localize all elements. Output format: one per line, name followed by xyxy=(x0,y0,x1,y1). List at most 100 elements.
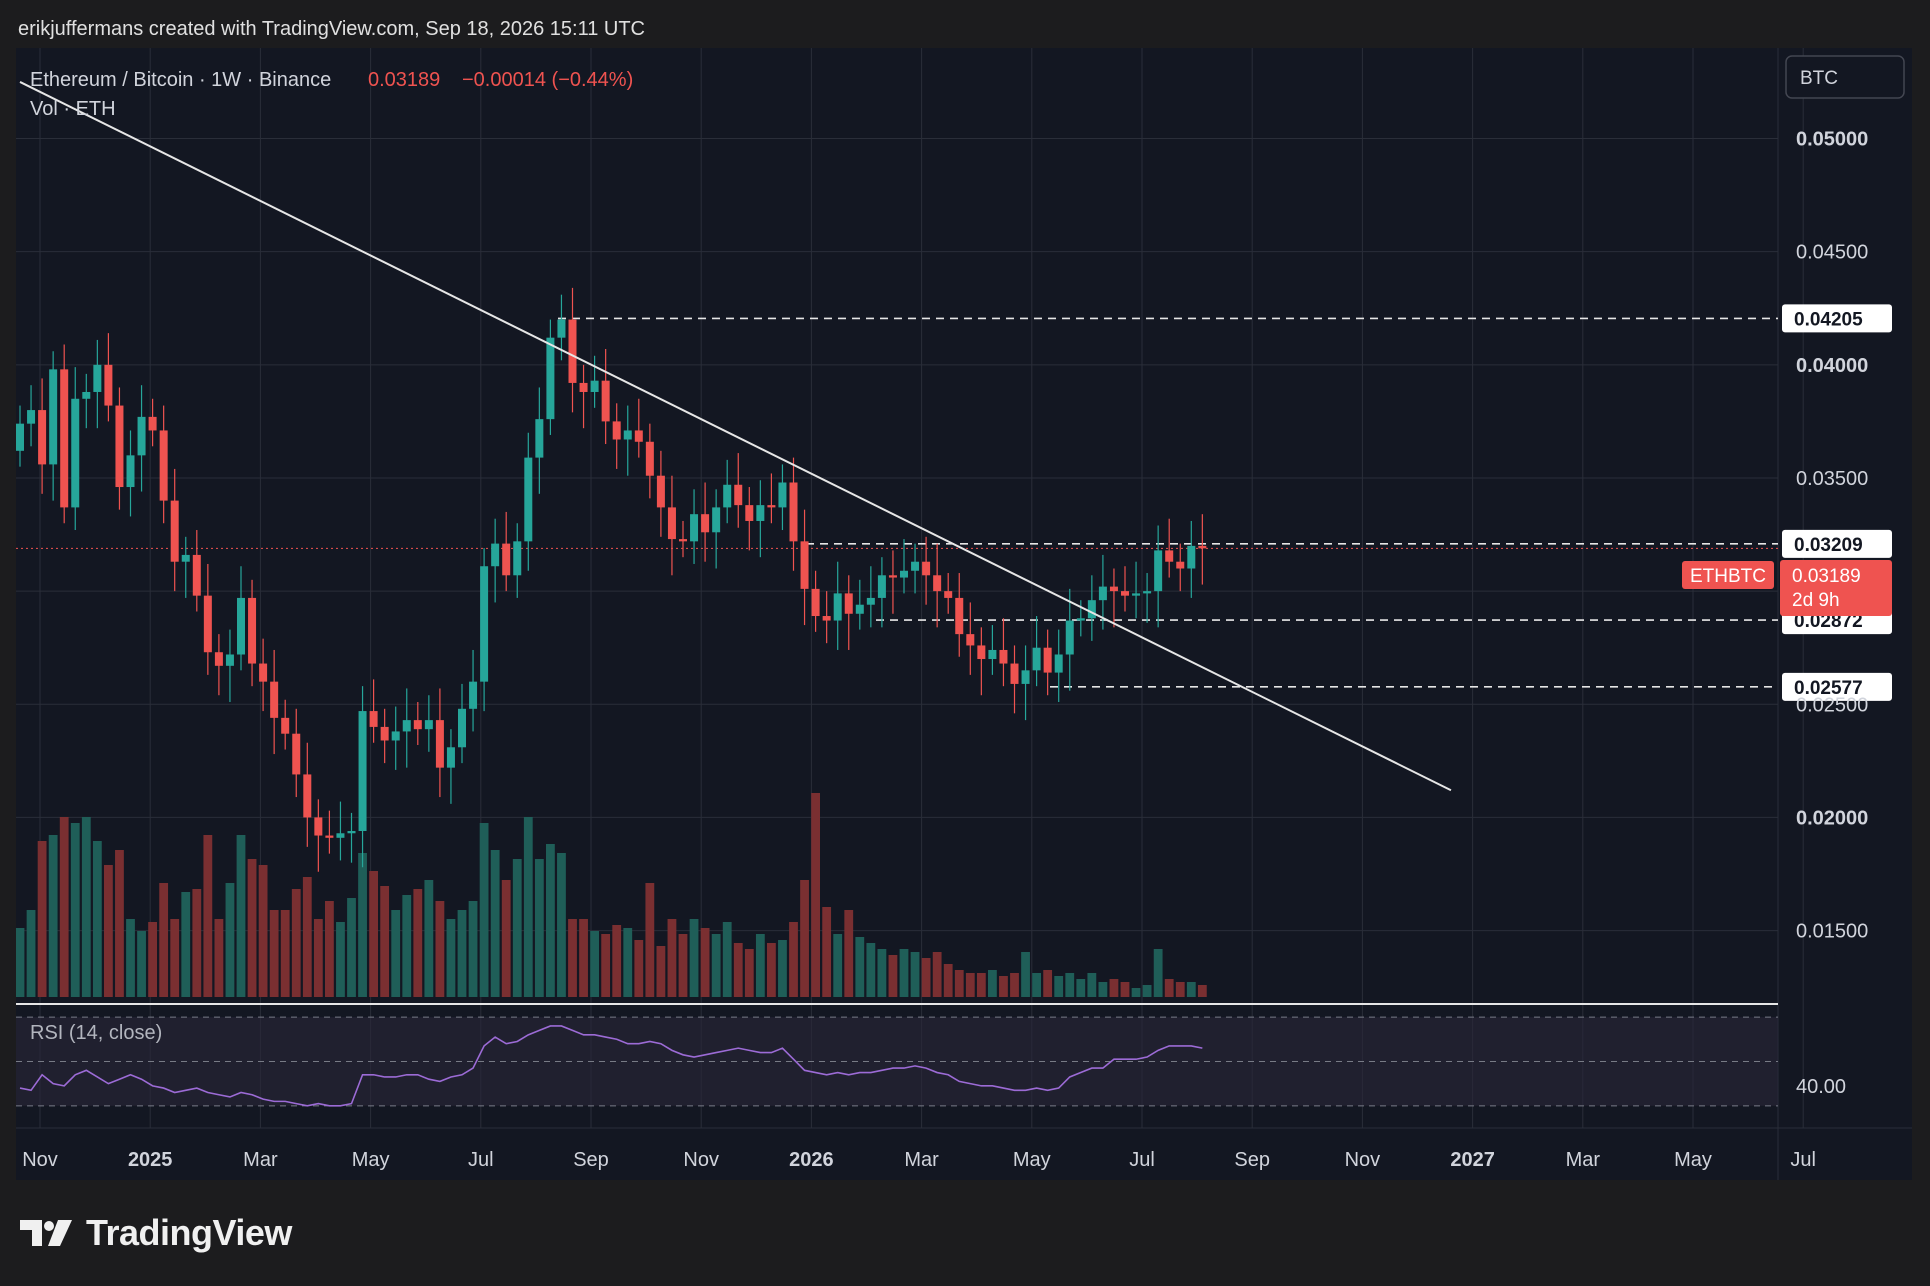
candle-body xyxy=(911,561,920,571)
candle-body xyxy=(546,337,555,420)
volume-bar xyxy=(247,859,257,997)
volume-bar xyxy=(965,973,975,997)
level-label: 0.04205 xyxy=(1794,309,1863,330)
candle-body xyxy=(192,554,201,596)
candle-body xyxy=(1198,545,1207,549)
time-axis[interactable]: Nov 2025 Mar May Jul Sep Nov 2026 Mar May Jul Sep No… xyxy=(22,1149,1816,1171)
volume-bar xyxy=(192,889,202,997)
volume-bar xyxy=(988,970,997,997)
volume-bar xyxy=(424,880,434,997)
volume-bar xyxy=(512,859,522,997)
volume-bar xyxy=(1109,979,1119,997)
volume-bar xyxy=(910,952,920,997)
candle-body xyxy=(270,681,279,718)
time-axis-tick: Jul xyxy=(1129,1149,1155,1171)
candle-body xyxy=(634,430,643,442)
legend-symbol: Ethereum / Bitcoin · 1W · Binance xyxy=(30,69,331,91)
tradingview-logo-text: TradingView xyxy=(86,1212,292,1253)
last-price-value: 0.03189 xyxy=(1792,566,1861,587)
candle-body xyxy=(424,720,433,730)
volume-bar xyxy=(546,844,555,997)
volume-bar xyxy=(225,883,235,997)
volume-bar xyxy=(534,859,544,997)
candle-body xyxy=(690,514,699,542)
candle-body xyxy=(1176,561,1185,569)
volume-bar xyxy=(557,853,566,997)
candle-body xyxy=(900,570,908,578)
volume-bar xyxy=(678,934,688,997)
volume-bar xyxy=(1087,973,1097,997)
bar-countdown: 2d 9h xyxy=(1792,590,1840,611)
volume-bar xyxy=(999,976,1008,997)
volume-bar xyxy=(568,919,577,997)
volume-bar xyxy=(932,952,942,997)
volume-bar xyxy=(1142,985,1152,997)
candle-body xyxy=(568,319,577,383)
candle-body xyxy=(1098,586,1107,601)
candle-body xyxy=(679,539,687,542)
volume-bar xyxy=(744,949,754,997)
volume-bar xyxy=(1186,982,1196,997)
volume-bar xyxy=(833,934,843,997)
ticker-label: ETHBTC 0.03189 2d 9h xyxy=(1682,560,1892,616)
volume-bar xyxy=(203,835,213,997)
time-axis-tick: Sep xyxy=(573,1149,609,1171)
volume-bar xyxy=(501,880,511,997)
volume-bar xyxy=(214,919,224,997)
trendline[interactable] xyxy=(19,81,1452,792)
volume-bar xyxy=(358,853,367,997)
volume-bar xyxy=(523,817,533,997)
volume-bar xyxy=(336,922,345,997)
volume-bar xyxy=(689,919,699,997)
level-label: 0.02577 xyxy=(1794,678,1863,699)
tradingview-logo[interactable]: TradingView xyxy=(20,1212,292,1254)
volume-bar xyxy=(92,841,102,997)
candle-body xyxy=(977,645,986,660)
volume-bar xyxy=(822,907,832,997)
price-chart[interactable]: 0.04205 0.03209 0.02872 0.02577 0.05000 0.04… xyxy=(15,48,1912,1180)
price-axis-tick: 0.02000 xyxy=(1796,807,1868,829)
volume-bar xyxy=(733,943,743,997)
volume-bar xyxy=(623,928,633,997)
time-axis-tick: 2027 xyxy=(1450,1149,1495,1171)
level-badge xyxy=(1782,672,1892,701)
candle-body xyxy=(944,591,953,598)
candle-body xyxy=(1143,591,1152,594)
volume-bar xyxy=(667,919,677,997)
currency-button[interactable] xyxy=(1785,55,1905,99)
candle-body xyxy=(656,475,665,508)
candle-body xyxy=(612,421,621,440)
price-axis-tick: 0.05000 xyxy=(1796,129,1868,151)
candle-body xyxy=(1065,620,1074,655)
candle-body xyxy=(413,720,422,730)
candle-body xyxy=(723,484,732,508)
candle-body xyxy=(237,597,245,655)
candle-body xyxy=(811,588,820,617)
volume-bar xyxy=(778,940,787,997)
candle-body xyxy=(524,457,533,542)
candle-body xyxy=(380,726,389,741)
legend-price: 0.03189 xyxy=(368,69,440,91)
rsi-series xyxy=(19,1025,1203,1107)
volume-bar xyxy=(1164,979,1174,997)
candle-body xyxy=(667,507,676,540)
candle-body xyxy=(469,681,478,709)
volume-bar xyxy=(954,970,964,997)
candle-body xyxy=(292,733,301,775)
volume-bar xyxy=(369,871,378,997)
volume-bar xyxy=(1021,952,1030,997)
currency-button-label: BTC xyxy=(1800,68,1838,89)
price-axis[interactable]: 0.050000.045000.040000.035000.030000.025… xyxy=(1796,129,1868,943)
candle-body xyxy=(1032,647,1041,671)
candle-body xyxy=(148,416,157,431)
volume-bar xyxy=(457,910,467,997)
candle-body xyxy=(999,649,1008,664)
legend-change: −0.00014 (−0.44%) xyxy=(462,69,633,91)
volume-bar xyxy=(347,898,356,997)
candle-body xyxy=(855,604,864,614)
volume-bar xyxy=(590,931,599,997)
candle-body xyxy=(1109,586,1118,592)
chart-frame[interactable]: 0.04205 0.03209 0.02872 0.02577 0.05000 0.04… xyxy=(15,48,1912,1180)
candle-body xyxy=(435,720,444,768)
time-axis-tick: Nov xyxy=(683,1149,719,1171)
